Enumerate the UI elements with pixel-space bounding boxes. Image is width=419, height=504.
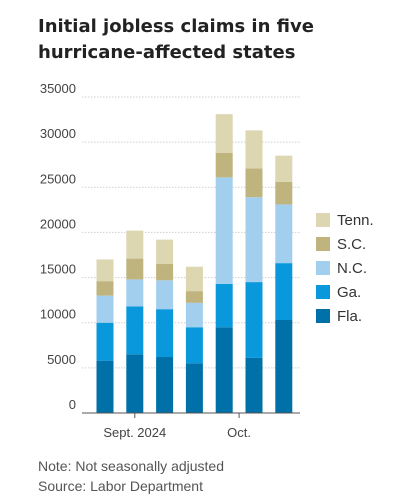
- bar-segment-tenn: [245, 130, 263, 169]
- bar-segment-nc: [96, 295, 114, 323]
- x-tick-label: Sept. 2024: [103, 425, 166, 440]
- legend-swatch: [316, 309, 330, 323]
- chart-title: Initial jobless claims in five hurricane…: [38, 16, 314, 63]
- bar-segment-fla: [215, 327, 233, 413]
- bar-segment-tenn: [275, 155, 293, 182]
- bar-stack: [96, 259, 114, 413]
- y-tick-label: 25000: [40, 171, 76, 186]
- bar-stack: [275, 155, 293, 413]
- bar-segment-fla: [96, 360, 114, 413]
- bar-stack: [245, 130, 263, 413]
- bar-stack: [185, 266, 203, 413]
- bar-stack: [126, 230, 144, 413]
- bar-segment-nc: [185, 302, 203, 328]
- x-tick-label: Oct.: [227, 425, 251, 440]
- legend-swatch: [316, 213, 330, 227]
- y-tick-label: 20000: [40, 216, 76, 231]
- bar-segment-ga: [275, 263, 293, 321]
- bar-segment-sc: [215, 152, 233, 178]
- chart-notes: Note: Not seasonally adjusted Source: La…: [38, 456, 224, 496]
- bar-segment-fla: [185, 363, 203, 413]
- y-tick-label: 30000: [40, 126, 76, 141]
- bar-segment-sc: [245, 168, 263, 198]
- bar-segment-ga: [215, 283, 233, 328]
- legend-label: Ga.: [337, 284, 361, 301]
- bar-segment-nc: [156, 280, 174, 310]
- bar-segment-nc: [245, 197, 263, 283]
- x-axis: Sept. 2024 Oct.: [82, 412, 300, 440]
- legend-swatch: [316, 261, 330, 275]
- bar-segment-fla: [275, 320, 293, 413]
- bar-segment-fla: [156, 357, 174, 413]
- bar-segment-fla: [245, 357, 263, 413]
- y-axis-labels: 0 5000 10000 15000 20000 25000 30000 35000: [40, 81, 76, 412]
- legend-label: Tenn.: [337, 212, 374, 229]
- bar-segment-sc: [156, 264, 174, 281]
- bar-segment-tenn: [215, 114, 233, 153]
- bar-segment-ga: [245, 282, 263, 358]
- y-tick-label: 0: [69, 397, 76, 412]
- bar-segment-nc: [215, 177, 233, 284]
- bar-segment-tenn: [96, 259, 114, 282]
- y-tick-label: 15000: [40, 262, 76, 277]
- bar-segment-sc: [126, 258, 144, 280]
- legend-label: Fla.: [337, 308, 362, 325]
- y-tick-label: 10000: [40, 307, 76, 322]
- bar-segment-tenn: [185, 266, 203, 292]
- legend-label: S.C.: [337, 236, 366, 253]
- bar-stack: [156, 239, 174, 413]
- bar-segment-ga: [96, 322, 114, 361]
- bar-segment-fla: [126, 354, 144, 413]
- source-text: Source: Labor Department: [38, 478, 203, 494]
- legend-swatch: [316, 237, 330, 251]
- bar-segment-nc: [126, 279, 144, 307]
- bar-segment-nc: [275, 204, 293, 264]
- bar-segment-ga: [126, 306, 144, 355]
- note-text: Note: Not seasonally adjusted: [38, 458, 224, 474]
- legend: Tenn. S.C. N.C. Ga. Fla.: [316, 212, 374, 325]
- bar-segment-sc: [96, 281, 114, 296]
- bars: [96, 114, 293, 413]
- y-tick-label: 35000: [40, 81, 76, 96]
- bar-segment-tenn: [126, 230, 144, 259]
- legend-label: N.C.: [337, 260, 367, 277]
- bar-segment-ga: [156, 309, 174, 358]
- bar-segment-sc: [275, 181, 293, 205]
- bar-stack: [215, 114, 233, 413]
- bar-segment-ga: [185, 327, 203, 364]
- bar-segment-sc: [185, 291, 203, 303]
- legend-swatch: [316, 285, 330, 299]
- bar-segment-tenn: [156, 239, 174, 265]
- y-tick-label: 5000: [47, 352, 76, 367]
